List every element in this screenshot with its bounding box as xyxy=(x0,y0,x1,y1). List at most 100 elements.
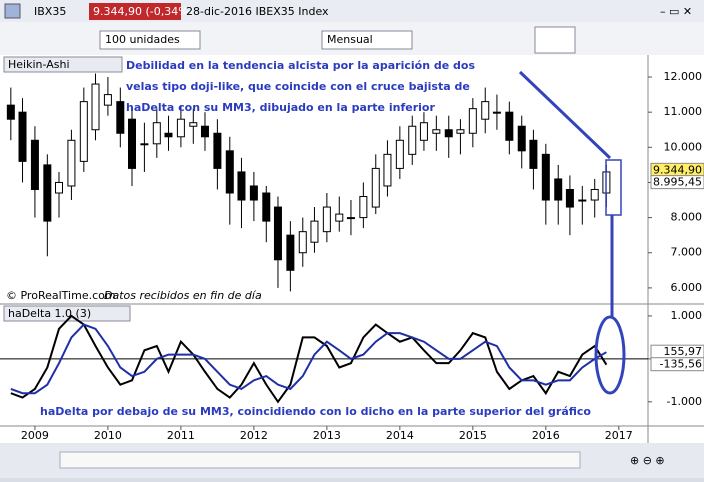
candle-body xyxy=(346,217,355,220)
price-marker-label: 9.344,90 xyxy=(653,163,702,176)
quantity: 100 unidades xyxy=(105,33,180,46)
drawn-arrow xyxy=(518,70,612,160)
candle-body xyxy=(18,111,27,162)
y-tick-label: 8.000 xyxy=(671,211,703,224)
source: © ProRealTime.com xyxy=(6,289,116,302)
y-tick-label: 10.000 xyxy=(664,140,703,153)
candle-body xyxy=(468,108,477,134)
candle-body xyxy=(225,150,234,194)
candle-body xyxy=(310,220,319,243)
period-select[interactable] xyxy=(321,30,413,50)
candle-body xyxy=(262,192,271,222)
x-tick-label: 2013 xyxy=(313,429,341,442)
indicator-line xyxy=(10,323,607,395)
candle-body xyxy=(541,153,550,201)
candle-body xyxy=(127,118,136,169)
candle-body xyxy=(164,132,173,138)
candle-body xyxy=(322,206,331,233)
candle-body xyxy=(335,213,344,222)
candle-body xyxy=(395,139,404,169)
quote-box xyxy=(89,3,181,20)
y-tick-label: 1.000 xyxy=(671,309,703,322)
panel-title: haDelta 1.0 (3) xyxy=(8,307,91,320)
annotation: haDelta por debajo de su MM3, coincidien… xyxy=(40,405,591,418)
panel-label-box xyxy=(3,56,123,73)
candle-body xyxy=(176,118,185,138)
candle-body xyxy=(505,111,514,141)
period: Mensual xyxy=(327,33,373,46)
candle-body xyxy=(286,234,295,271)
drawings xyxy=(518,70,626,395)
candle-body xyxy=(565,188,574,208)
candle-body xyxy=(43,164,52,222)
y-tick-label: 12.000 xyxy=(664,70,703,83)
price-marker xyxy=(650,175,704,190)
candle-body xyxy=(408,125,417,155)
zoom-buttons[interactable]: ⊕ ⊖ ⊕ xyxy=(630,454,665,467)
x-tick-label: 2011 xyxy=(167,429,195,442)
candle-body xyxy=(200,125,209,138)
candle-body xyxy=(79,101,88,162)
candle-body xyxy=(55,181,64,194)
x-tick-label: 2016 xyxy=(532,429,560,442)
quantity-select[interactable] xyxy=(99,30,201,50)
annotation: haDelta con su MM3, dibujado en la parte… xyxy=(126,101,435,114)
x-tick-label: 2014 xyxy=(386,429,414,442)
plot: 6.0007.0008.0009.00010.00011.00012.000-1… xyxy=(0,70,704,442)
annotations: Debilidad en la tendencia alcista por la… xyxy=(40,59,591,418)
candle-body xyxy=(578,199,587,202)
candle-body xyxy=(91,83,100,131)
y-tick-label: 7.000 xyxy=(671,246,703,259)
x-tick-label: 2009 xyxy=(21,429,49,442)
candle-body xyxy=(444,129,453,138)
annotation: Debilidad en la tendencia alcista por la… xyxy=(126,59,475,72)
candle-body xyxy=(419,122,428,141)
candle-body xyxy=(213,132,222,169)
candle-body xyxy=(298,231,307,254)
candle-body xyxy=(103,94,112,106)
candle-body xyxy=(554,178,563,201)
info: 28-dic-2016 IBEX35 Index xyxy=(186,5,329,18)
price-marker-label: 155,97 xyxy=(664,345,703,358)
annotation: velas tipo doji-like, que coincide con e… xyxy=(126,80,470,93)
candle-body xyxy=(529,139,538,169)
y-tick-label: 11.000 xyxy=(664,105,703,118)
candle-body xyxy=(273,206,282,261)
indicator-line xyxy=(10,314,608,404)
candle-body xyxy=(116,101,125,134)
panel-title: Heikin-Ashi xyxy=(8,58,70,71)
candle-body xyxy=(371,167,380,208)
candle-body xyxy=(189,122,198,127)
candle-body xyxy=(140,143,149,146)
x-tick-label: 2015 xyxy=(459,429,487,442)
x-tick-label: 2012 xyxy=(240,429,268,442)
candle-body xyxy=(67,139,76,187)
drawn-ellipse xyxy=(594,315,626,395)
candle-body xyxy=(383,153,392,187)
y-tick-label: -1.000 xyxy=(667,395,702,408)
candle-body xyxy=(481,101,490,120)
symbol: IBX35 xyxy=(34,5,66,18)
candle-body xyxy=(237,171,246,201)
chart-type-button[interactable] xyxy=(534,26,576,54)
candle-body xyxy=(517,125,526,152)
source-note: Datos recibidos en fin de día xyxy=(104,289,262,302)
y-tick-label: 6.000 xyxy=(671,281,703,294)
window-buttons[interactable]: – ▭ ✕ xyxy=(660,5,692,18)
candle-body xyxy=(590,188,599,201)
x-tick-label: 2010 xyxy=(94,429,122,442)
scrollbar[interactable] xyxy=(59,451,581,469)
app-icon xyxy=(4,3,21,19)
candle-body xyxy=(152,122,161,145)
candle-body xyxy=(492,111,501,114)
candle-body xyxy=(30,139,39,190)
candle-body xyxy=(249,185,258,201)
price-marker xyxy=(650,357,704,372)
candle-body xyxy=(6,104,15,120)
quote: 9.344,90 (-0,34%) xyxy=(93,5,193,18)
price-marker-label: -135,56 xyxy=(660,358,702,371)
candle-body xyxy=(359,196,368,219)
x-tick-label: 2017 xyxy=(605,429,633,442)
candle-body xyxy=(456,129,465,134)
